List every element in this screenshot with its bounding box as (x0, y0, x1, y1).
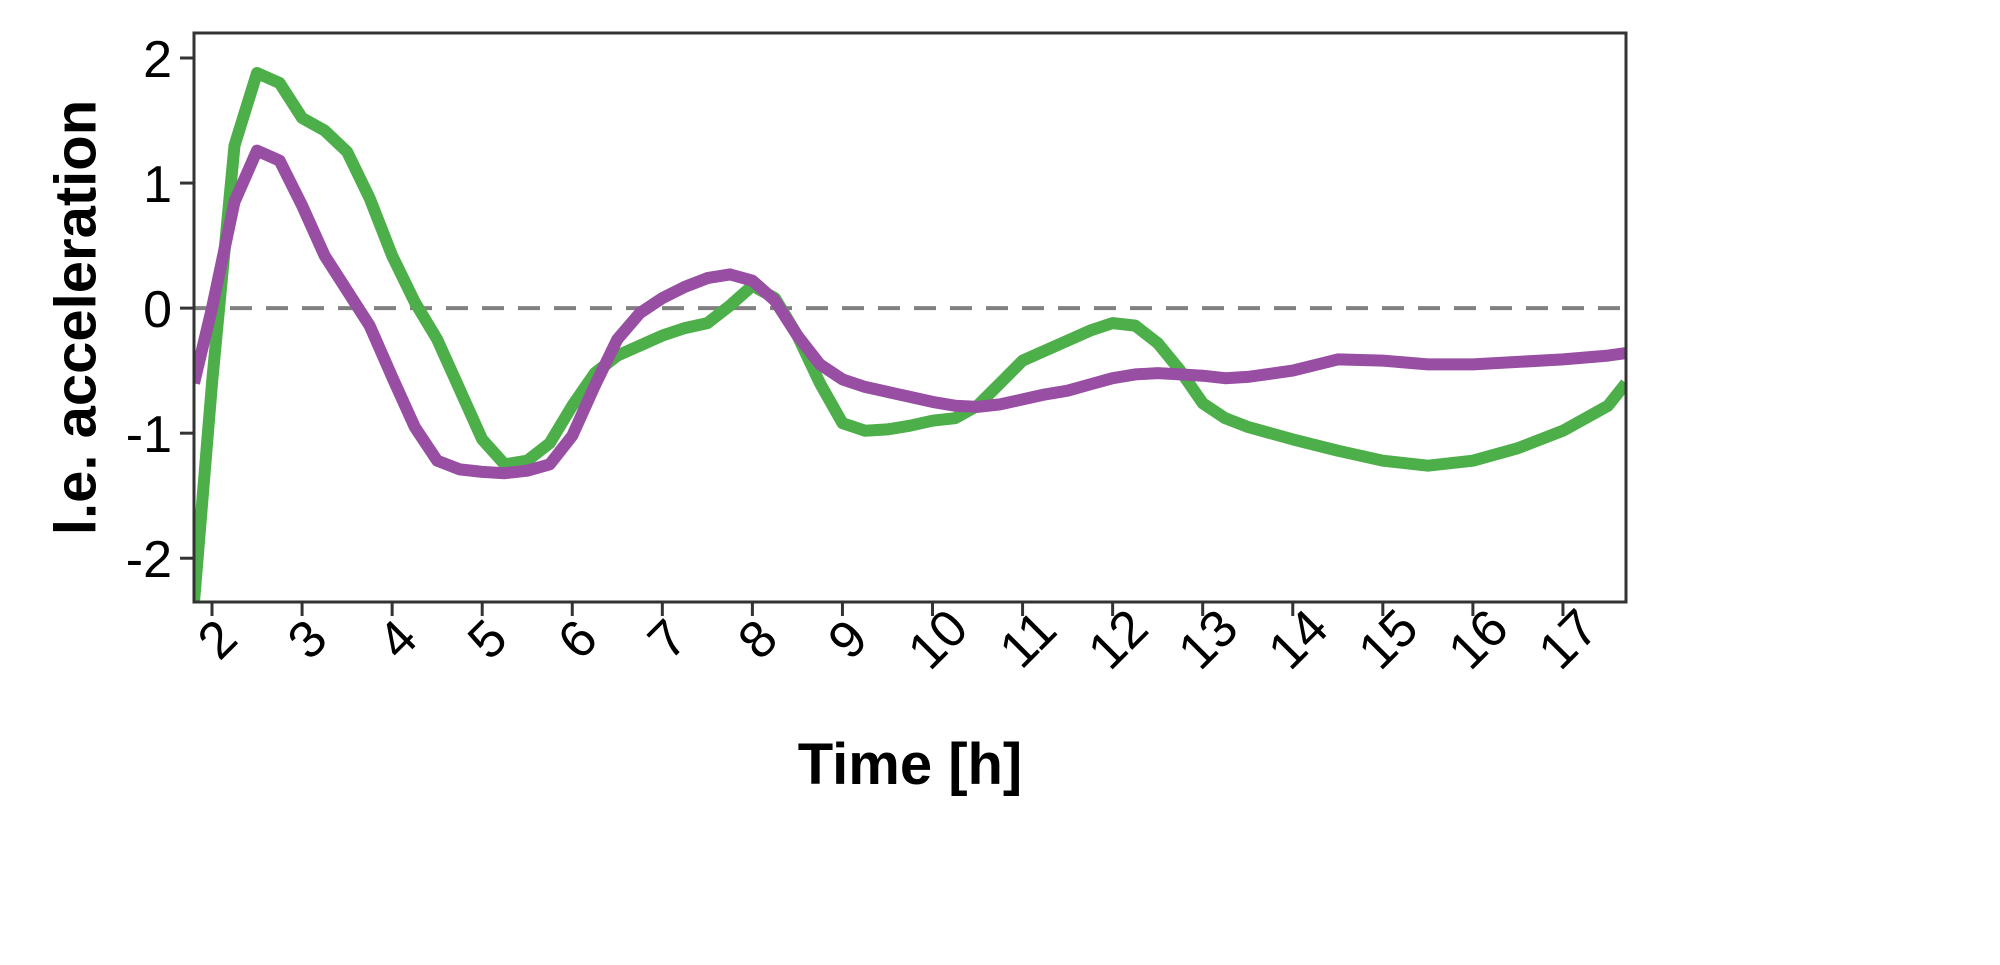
series-line-1 (194, 67, 1626, 602)
x-tick-label: 14 (1258, 599, 1340, 681)
x-tick-label: 17 (1528, 599, 1610, 681)
x-tick-label: 6 (547, 609, 608, 670)
y-axis-title: l.e. acceleration (43, 100, 108, 535)
x-tick-label: 13 (1167, 599, 1249, 681)
x-tick-label: 8 (727, 609, 788, 670)
series-line-2 (194, 144, 1626, 480)
x-tick-label: 11 (989, 600, 1068, 679)
x-tick-label: 10 (897, 599, 979, 681)
x-tick-label: 5 (457, 609, 518, 670)
x-tick-label: 12 (1077, 599, 1159, 681)
plot-area (194, 67, 1626, 602)
y-tick-label: 1 (143, 156, 172, 214)
y-tick-label: -1 (126, 406, 172, 464)
x-axis-title: Time [h] (798, 732, 1023, 797)
y-tick-label: 2 (143, 31, 172, 89)
x-tick-label: 16 (1438, 599, 1520, 681)
x-tick-label: 3 (277, 609, 338, 670)
x-tick-label: 2 (187, 609, 248, 670)
x-axis: 2 3 4 5 6 7 8 9 10 11 12 13 14 15 16 17 (187, 599, 1610, 681)
x-tick-label: 9 (817, 609, 878, 670)
x-tick-label: 4 (367, 609, 428, 670)
y-tick-label: -2 (126, 531, 172, 589)
x-tick-label: 7 (637, 609, 698, 670)
x-tick-label: 15 (1348, 599, 1430, 681)
plot-frame (192, 31, 1628, 604)
y-axis: 2 1 0 -1 -2 (126, 31, 194, 589)
y-tick-label: 0 (143, 281, 172, 339)
